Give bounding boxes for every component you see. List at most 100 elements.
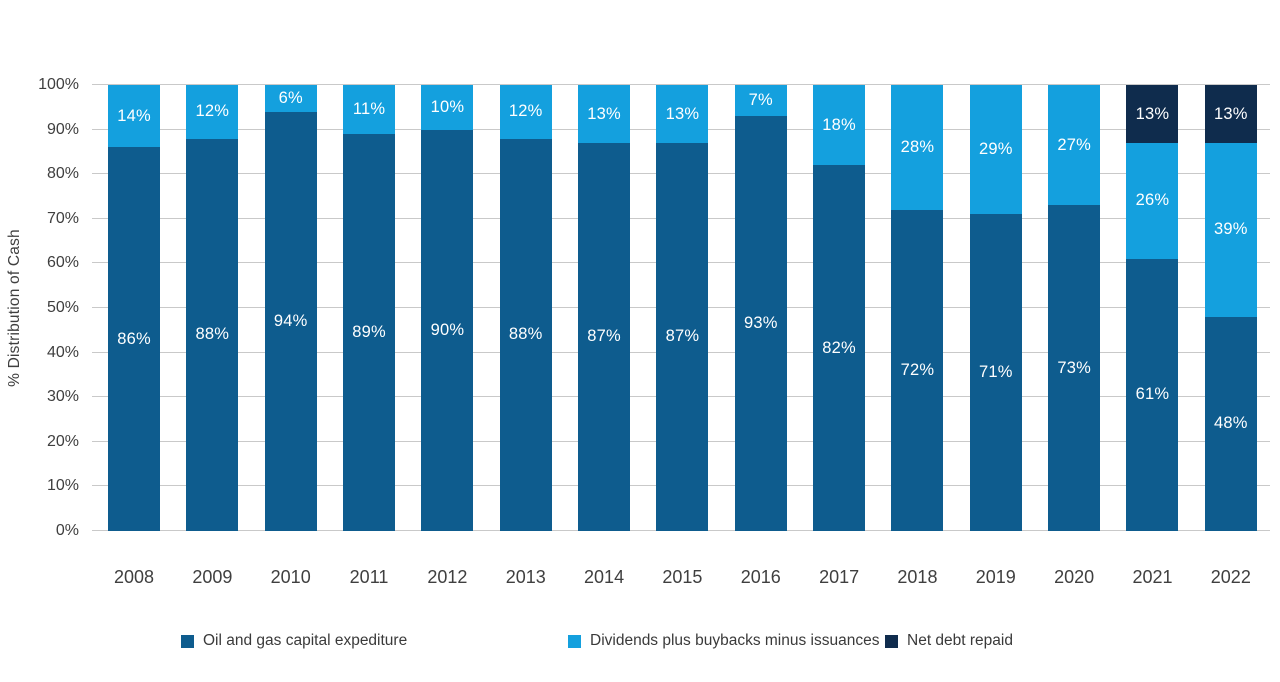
bar-value-label: 87%	[665, 327, 700, 346]
y-tick-label: 40%	[46, 343, 79, 361]
bar-stack-2022: 13% 39% 48%	[1204, 85, 1257, 531]
bar-segment: 82%	[813, 165, 866, 531]
x-axis-tick-labels: 2008 2009 2010 2011 2012 2013 2014 2015 2016 2017…	[92, 567, 1270, 588]
bar-stack-2017: 18% 82%	[813, 85, 866, 531]
y-tick-label: 30%	[46, 388, 79, 406]
bar-value-label: 61%	[1135, 385, 1170, 404]
bar-value-label: 12%	[195, 102, 230, 121]
bar-stack-2012: 10% 90%	[421, 85, 474, 531]
bar-segment: 12%	[186, 85, 239, 139]
bar-value-label: 86%	[117, 329, 151, 348]
bar-segment: 72%	[891, 209, 944, 531]
bar-segment: 28%	[891, 85, 944, 210]
y-tick-label: 90%	[46, 120, 79, 138]
x-tick-label: 2011	[349, 567, 389, 587]
bar-segment: 18%	[813, 85, 866, 166]
bar-value-label: 71%	[978, 363, 1013, 382]
legend-swatch	[885, 634, 898, 648]
grid-line	[92, 84, 1270, 85]
bar-value-label: 13%	[1135, 104, 1170, 123]
bar-segment: 13%	[656, 85, 709, 143]
bar-value-label: 14%	[117, 106, 151, 125]
y-tick-label: 20%	[46, 432, 79, 450]
x-tick-label: 2019	[975, 567, 1016, 587]
bar-value-label: 29%	[978, 140, 1013, 159]
legend-label: Dividends plus buybacks minus issuances	[590, 632, 880, 649]
bar-segment: 71%	[969, 214, 1022, 531]
bar-segment: 61%	[1126, 258, 1179, 531]
bar-value-label: 93%	[743, 314, 778, 333]
y-tick-label: 70%	[46, 209, 79, 227]
bar-value-label: 39%	[1214, 220, 1248, 239]
bar-value-label: 13%	[665, 104, 700, 123]
bar-stack-2011: 11% 89%	[343, 85, 396, 531]
bar-segment: 73%	[1048, 205, 1101, 531]
bar-value-label: 82%	[822, 338, 856, 357]
bar-segment: 13%	[1204, 85, 1257, 143]
bar-segment: 86%	[108, 147, 160, 531]
bar-value-label: 94%	[273, 311, 308, 330]
bar-segment: 94%	[264, 111, 317, 531]
bar-stack-2009: 12% 88%	[186, 85, 239, 531]
bar-value-label: 90%	[430, 320, 465, 339]
bar-value-label: 88%	[508, 325, 543, 344]
x-tick-label: 2009	[192, 567, 233, 587]
bar-segment: 39%	[1204, 142, 1257, 317]
bar-value-label: 6%	[278, 88, 303, 107]
legend-label: Oil and gas capital expediture	[203, 632, 408, 649]
x-tick-label: 2010	[270, 567, 311, 587]
bar-stack-2019: 29% 71%	[969, 85, 1022, 531]
bar-segment: 89%	[343, 134, 396, 531]
bar-segment: 88%	[186, 138, 239, 531]
bars-layer: 14% 86% 12% 88% 6% 94% 11% 89% 10% 90% 12% 88% 13% 87…	[92, 85, 1270, 531]
bar-segment: 14%	[108, 85, 160, 148]
bar-segment: 93%	[734, 116, 787, 531]
bar-stack-2016: 7% 93%	[734, 85, 787, 531]
x-tick-label: 2017	[819, 567, 860, 587]
x-tick-label: 2018	[897, 567, 938, 587]
legend-item: Dividends plus buybacks minus issuances	[568, 632, 879, 650]
bar-value-label: 87%	[587, 327, 621, 346]
legend-item: Oil and gas capital expediture	[181, 632, 407, 650]
bar-stack-2015: 13% 87%	[656, 85, 709, 531]
bar-segment: 11%	[343, 85, 396, 135]
y-tick-label: 0%	[55, 522, 79, 539]
y-tick-label: 50%	[46, 299, 79, 316]
bar-value-label: 26%	[1135, 191, 1170, 210]
x-tick-label: 2008	[113, 567, 155, 587]
x-tick-label: 2013	[505, 567, 546, 587]
bar-value-label: 13%	[1214, 104, 1248, 123]
bar-stack-2013: 12% 88%	[499, 85, 552, 531]
bar-segment: 87%	[656, 142, 709, 531]
y-axis-tick-labels: 0% 10% 20% 30% 40% 50% 60% 70% 80% 90% 100%	[0, 76, 86, 539]
bar-segment: 13%	[578, 85, 631, 143]
bar-value-label: 10%	[430, 97, 465, 116]
x-tick-label: 2022	[1210, 567, 1251, 587]
bar-segment: 10%	[421, 85, 474, 130]
x-tick-label: 2012	[427, 567, 468, 587]
bar-value-label: 89%	[352, 323, 386, 342]
bar-segment: 12%	[499, 85, 552, 139]
bar-segment: 90%	[421, 129, 474, 531]
bar-segment: 13%	[1126, 85, 1179, 143]
x-tick-label: 2020	[1054, 567, 1095, 587]
y-tick-label: 60%	[46, 254, 79, 272]
y-tick-label: 100%	[38, 76, 79, 93]
x-tick-label: 2015	[662, 567, 703, 587]
bar-value-label: 72%	[900, 360, 935, 379]
y-tick-label: 80%	[46, 165, 79, 183]
bar-segment: 6%	[264, 85, 317, 112]
bar-segment: 87%	[578, 142, 631, 531]
bar-value-label: 12%	[508, 102, 543, 121]
bar-segment: 26%	[1126, 143, 1179, 259]
legend-swatch	[568, 634, 581, 648]
bar-stack-2010: 6% 94%	[264, 85, 317, 531]
plot-area: 14% 86% 12% 88% 6% 94% 11% 89% 10% 90% 12% 88% 13% 87…	[92, 84, 1270, 531]
bar-value-label: 48%	[1214, 414, 1248, 433]
bar-value-label: 7%	[748, 91, 773, 110]
x-tick-label: 2016	[740, 567, 781, 587]
bar-stack-2020: 27% 73%	[1048, 85, 1101, 531]
bar-segment: 7%	[734, 85, 787, 117]
bar-value-label: 11%	[352, 100, 386, 119]
